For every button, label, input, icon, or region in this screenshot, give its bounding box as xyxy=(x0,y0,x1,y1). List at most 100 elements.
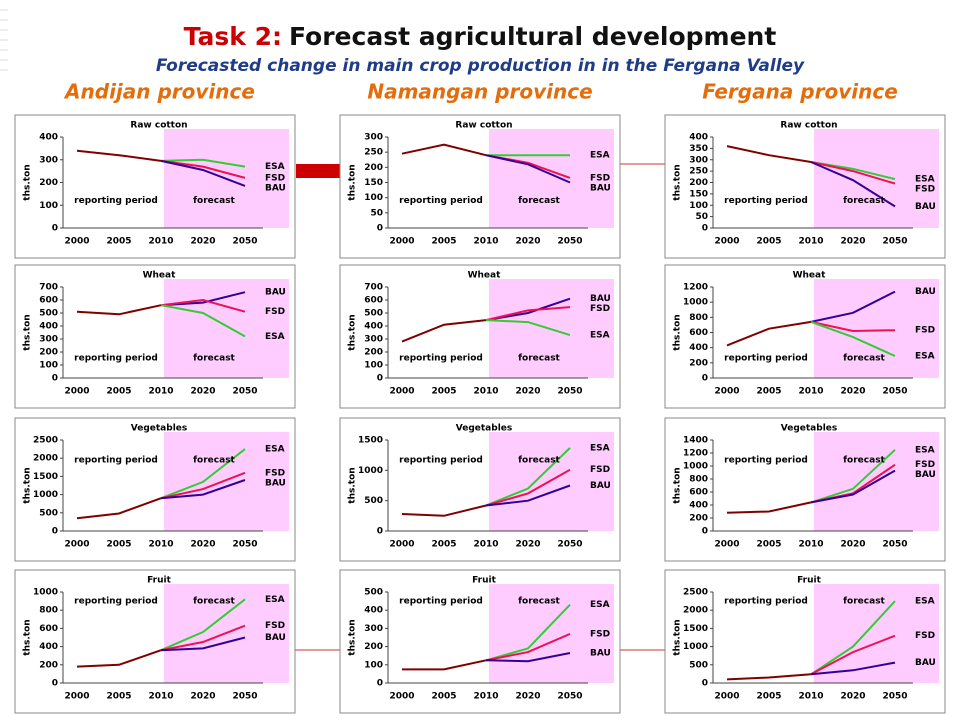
y-tick-label: 800 xyxy=(689,313,708,323)
x-tick-label: 2000 xyxy=(389,540,414,550)
chart-title: Wheat xyxy=(793,271,827,281)
x-tick-label: 2020 xyxy=(515,692,540,702)
series-label: ESA xyxy=(265,595,285,605)
x-tick-label: 2000 xyxy=(64,387,89,397)
series-label: FSD xyxy=(265,307,285,317)
y-tick-label: 400 xyxy=(364,322,383,332)
subtitle: Forecasted change in main crop productio… xyxy=(156,56,805,76)
y-tick-label: 1200 xyxy=(683,283,708,293)
x-tick-label: 2010 xyxy=(473,692,498,702)
x-tick-label: 2000 xyxy=(714,692,739,702)
series-line xyxy=(76,497,162,520)
y-tick-label: 0 xyxy=(52,374,58,384)
y-tick-label: 400 xyxy=(39,642,58,652)
series-line xyxy=(160,479,246,500)
series-label: BAU xyxy=(590,481,611,491)
y-tick-label: 0 xyxy=(52,224,58,234)
annotation: forecast xyxy=(843,353,885,363)
series-line xyxy=(810,600,896,676)
chart: Wheat ths.ton 0 200 400 600 800 1000 1200 2000 200… xyxy=(664,264,946,409)
annotation: reporting period xyxy=(724,456,808,466)
annotation: forecast xyxy=(518,456,560,466)
annotation: reporting period xyxy=(74,597,158,607)
y-tick-label: 100 xyxy=(364,193,383,203)
series-line xyxy=(810,320,896,357)
series-line xyxy=(401,143,487,157)
series-label: ESA xyxy=(265,445,285,455)
y-tick-label: 350 xyxy=(689,144,708,154)
x-tick-label: 2020 xyxy=(515,387,540,397)
y-tick-label: 1000 xyxy=(33,490,58,500)
x-tick-label: 2010 xyxy=(473,237,498,247)
series-label: BAU xyxy=(590,294,611,304)
x-tick-label: 2010 xyxy=(148,540,173,550)
left-stripes xyxy=(0,9,8,71)
series-label: FSD xyxy=(590,465,610,475)
x-tick-label: 2000 xyxy=(714,540,739,550)
annotation: reporting period xyxy=(74,353,158,363)
y-tick-label: 600 xyxy=(689,328,708,338)
chart: Fruit ths.ton 0 500 1000 1500 2000 2500 2000 2005… xyxy=(664,569,946,714)
y-tick-label: 600 xyxy=(39,296,58,306)
x-tick-label: 2005 xyxy=(756,387,781,397)
forecast-region xyxy=(814,279,939,378)
y-tick-label: 1000 xyxy=(683,298,708,308)
y-axis-label: ths.ton xyxy=(673,164,683,200)
annotation: forecast xyxy=(193,353,235,363)
series-label: BAU xyxy=(915,202,936,212)
series-label: FSD xyxy=(915,185,935,195)
x-tick-label: 2000 xyxy=(389,387,414,397)
series-line xyxy=(402,659,487,671)
y-tick-label: 2000 xyxy=(33,454,58,464)
x-tick-label: 2005 xyxy=(106,387,131,397)
forecast-region xyxy=(489,129,614,228)
y-tick-label: 0 xyxy=(702,527,708,537)
x-tick-label: 2005 xyxy=(756,237,781,247)
series-line xyxy=(810,469,896,504)
y-tick-label: 50 xyxy=(370,208,383,218)
slide-title: Task 2: Forecast agricultural development xyxy=(184,22,777,51)
y-tick-label: 100 xyxy=(39,361,58,371)
x-tick-label: 2020 xyxy=(190,237,215,247)
forecast-region xyxy=(489,584,614,683)
x-tick-label: 2020 xyxy=(190,692,215,702)
x-tick-label: 2050 xyxy=(882,237,907,247)
x-tick-label: 2005 xyxy=(431,237,456,247)
x-tick-label: 2010 xyxy=(148,387,173,397)
x-tick-label: 2010 xyxy=(148,692,173,702)
y-axis-label: ths.ton xyxy=(23,619,33,655)
y-tick-label: 1200 xyxy=(683,449,708,459)
chart-title: Raw cotton xyxy=(455,121,512,131)
y-tick-label: 100 xyxy=(39,201,58,211)
y-tick-label: 100 xyxy=(689,201,708,211)
y-tick-label: 400 xyxy=(689,501,708,511)
chart: Vegetables ths.ton 0 500 1000 1500 2000 2500 200… xyxy=(14,417,296,562)
series-label: FSD xyxy=(915,326,935,336)
x-tick-label: 2010 xyxy=(473,540,498,550)
chart: Wheat ths.ton 0 100 200 300 400 500 600 700 2000 20… xyxy=(339,264,621,409)
series-line xyxy=(810,449,896,504)
y-tick-label: 400 xyxy=(364,606,383,616)
chart: Wheat ths.ton 0 100 200 300 400 500 600 700 2000 20… xyxy=(14,264,296,409)
connector-block xyxy=(296,164,340,178)
series-line xyxy=(726,145,812,163)
y-tick-label: 300 xyxy=(689,155,708,165)
x-tick-label: 2000 xyxy=(64,692,89,702)
chart: Fruit ths.ton 0 100 200 300 400 500 2000 2005 2010… xyxy=(339,569,621,714)
y-tick-label: 2500 xyxy=(33,436,58,446)
series-label: ESA xyxy=(915,352,935,362)
y-tick-label: 300 xyxy=(364,624,383,634)
series-line xyxy=(160,471,246,500)
chart-title: Fruit xyxy=(147,576,172,586)
x-tick-label: 2010 xyxy=(798,692,823,702)
series-line xyxy=(810,161,896,208)
y-tick-label: 400 xyxy=(39,133,58,143)
province-label: Namangan province xyxy=(367,80,592,104)
forecast-region xyxy=(164,432,289,531)
y-tick-label: 1000 xyxy=(33,588,58,598)
y-tick-label: 150 xyxy=(364,178,383,188)
series-line xyxy=(160,159,246,187)
y-tick-label: 200 xyxy=(39,178,58,188)
y-axis-label: ths.ton xyxy=(23,164,33,200)
